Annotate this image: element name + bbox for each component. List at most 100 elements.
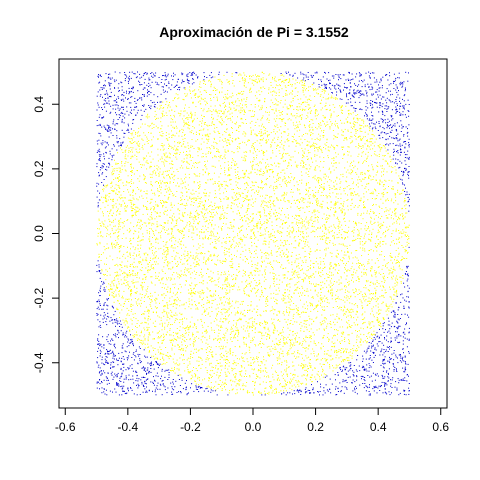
point-inside [274,181,276,183]
point-inside [164,322,166,324]
point-outside [216,394,218,396]
point-inside [113,225,115,227]
point-inside [154,252,156,254]
point-inside [213,293,215,295]
point-inside [235,175,237,176]
point-inside [174,145,176,147]
point-inside [284,302,286,304]
point-inside [147,318,149,319]
point-inside [358,234,360,236]
point-inside [261,117,263,119]
point-inside [287,295,289,297]
point-outside [382,325,384,327]
point-inside [107,184,109,186]
point-inside [284,223,286,224]
point-inside [162,277,164,279]
point-inside [401,269,403,271]
point-outside [309,390,311,391]
point-inside [119,211,121,213]
point-inside [293,237,295,239]
point-inside [191,116,192,118]
point-inside [182,161,184,163]
point-outside [391,93,393,95]
point-inside [149,262,150,263]
point-inside [218,226,220,228]
point-inside [374,272,376,273]
point-outside [400,178,402,180]
point-inside [335,329,337,331]
point-inside [313,283,314,285]
point-inside [314,355,315,357]
point-inside [293,365,295,367]
point-outside [377,94,379,96]
point-outside [373,72,375,74]
point-inside [351,357,353,359]
point-inside [131,172,133,173]
point-inside [221,184,222,186]
point-inside [231,370,233,372]
point-outside [377,96,379,98]
point-inside [195,216,197,217]
point-outside [159,383,161,385]
point-inside [177,263,179,265]
point-inside [252,394,254,396]
point-inside [254,264,256,266]
point-inside [306,288,308,290]
point-outside [377,130,379,131]
point-outside [153,101,155,103]
point-outside [401,293,403,295]
point-inside [111,182,113,184]
point-inside [187,263,189,265]
point-outside [186,393,188,395]
point-inside [224,93,226,95]
point-inside [163,212,165,214]
point-outside [104,103,106,105]
point-inside [258,170,260,172]
point-inside [137,281,139,283]
point-inside [167,190,169,192]
point-inside [387,277,389,278]
point-inside [166,156,168,158]
point-inside [147,329,149,331]
point-inside [364,248,366,250]
point-outside [98,299,100,301]
point-inside [330,113,332,115]
point-inside [158,172,160,174]
point-inside [272,188,274,190]
point-inside [222,260,224,262]
point-inside [184,327,186,329]
point-inside [360,291,362,293]
point-outside [389,131,391,133]
point-outside [351,79,353,81]
point-inside [312,231,314,233]
point-inside [268,119,270,121]
point-inside [334,263,336,265]
point-inside [377,245,379,247]
point-inside [380,309,382,311]
point-inside [324,178,326,180]
point-inside [338,279,340,281]
point-inside [319,187,320,189]
point-outside [106,90,107,92]
point-outside [365,368,367,370]
point-inside [172,163,174,165]
point-inside [125,184,127,186]
point-inside [326,142,328,143]
point-outside [385,92,387,94]
point-inside [264,287,266,289]
point-inside [315,109,317,110]
point-inside [274,142,276,144]
point-inside [159,302,160,304]
point-inside [176,333,178,335]
point-inside [294,202,296,204]
point-inside [355,130,357,132]
point-inside [311,145,313,147]
point-inside [240,318,242,320]
point-inside [379,206,381,208]
point-inside [258,352,260,354]
point-inside [205,332,207,334]
point-inside [155,263,157,265]
point-inside [207,355,209,356]
point-inside [301,269,303,271]
point-inside [315,261,317,263]
